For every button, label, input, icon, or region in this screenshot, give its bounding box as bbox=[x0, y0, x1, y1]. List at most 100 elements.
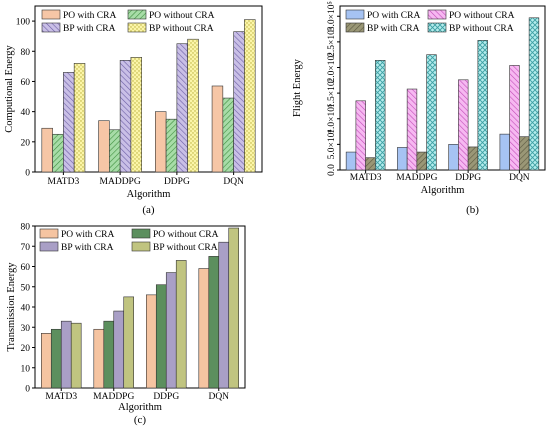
y-tick-label: 0 bbox=[25, 169, 30, 179]
bar bbox=[222, 97, 234, 173]
y-tick-label: 40 bbox=[21, 304, 31, 314]
bar bbox=[165, 118, 178, 173]
bar bbox=[228, 227, 240, 389]
legend-label: PO with CRA bbox=[367, 11, 420, 21]
bar bbox=[93, 328, 105, 389]
bar bbox=[98, 120, 110, 173]
bar bbox=[165, 272, 177, 389]
bar bbox=[130, 57, 142, 173]
legend-swatch bbox=[345, 22, 365, 33]
plot-frame bbox=[34, 5, 263, 173]
bar bbox=[70, 322, 82, 389]
y-tick-label: 70 bbox=[21, 243, 31, 253]
x-tick-label: DDPG bbox=[153, 392, 179, 402]
x-tick-label: DDPG bbox=[164, 177, 190, 187]
y-axis-label: Transmission Energy bbox=[6, 262, 17, 352]
legend-label: BP without CRA bbox=[149, 24, 214, 34]
bar bbox=[63, 72, 75, 173]
bar bbox=[73, 63, 86, 173]
y-tick-label: 20 bbox=[21, 344, 31, 354]
x-axis-label: Algorithm bbox=[421, 185, 465, 196]
bar bbox=[426, 54, 437, 171]
chart-panel-2: 0 10 20 30 40 50 60 70 80 MATD3 MADDPG DDPG DQN Algor… bbox=[6, 223, 246, 426]
legend-label: BP with CRA bbox=[367, 24, 420, 34]
bar bbox=[244, 19, 256, 173]
bar bbox=[365, 157, 376, 171]
bar bbox=[187, 38, 199, 173]
y-tick-label: 60 bbox=[21, 263, 31, 273]
legend-swatch bbox=[345, 9, 365, 20]
bar bbox=[519, 136, 530, 171]
bar bbox=[218, 241, 230, 389]
legend-label: PO with CRA bbox=[63, 11, 116, 21]
bar bbox=[113, 310, 125, 389]
legend-label: PO with CRA bbox=[61, 230, 114, 240]
y-tick-label: 40 bbox=[21, 108, 31, 118]
y-tick-label: 20 bbox=[21, 138, 31, 148]
y-tick-label: 1.0×10⁵ bbox=[327, 104, 337, 134]
plot-frame bbox=[339, 5, 546, 171]
x-tick-label: MADDPG bbox=[100, 177, 141, 187]
bar bbox=[528, 17, 540, 171]
y-tick-label: 2.5×10⁵ bbox=[327, 27, 337, 57]
y-tick-label: 100 bbox=[16, 18, 31, 28]
bar bbox=[416, 151, 427, 171]
legend-label: BP without CRA bbox=[153, 243, 218, 253]
panel-label: (a) bbox=[142, 204, 155, 216]
legend-label: BP with CRA bbox=[63, 24, 116, 34]
x-tick-label: MATD3 bbox=[350, 173, 382, 183]
x-tick-label: MADDPG bbox=[93, 392, 134, 402]
bar bbox=[175, 260, 187, 389]
x-tick-label: MADDPG bbox=[396, 173, 437, 183]
bar bbox=[52, 133, 64, 173]
bar bbox=[176, 43, 188, 173]
bar bbox=[103, 320, 115, 389]
bar bbox=[355, 100, 366, 171]
legend-swatch bbox=[39, 228, 59, 239]
bar bbox=[375, 60, 386, 171]
bar bbox=[477, 40, 488, 171]
x-tick-label: DQN bbox=[223, 177, 244, 187]
legend-swatch bbox=[41, 22, 61, 33]
bar bbox=[198, 268, 210, 389]
legend-swatch bbox=[427, 22, 447, 33]
chart-panel-1: 0.0 5.0×10⁴1.0×10⁵1.5×10⁵2.0×10⁵2.5×10⁵3.… bbox=[292, 1, 546, 216]
bar bbox=[119, 60, 132, 173]
bar bbox=[397, 147, 408, 171]
bar bbox=[499, 133, 510, 171]
legend-label: PO without CRA bbox=[149, 11, 215, 21]
bar bbox=[155, 111, 167, 173]
bar bbox=[509, 65, 520, 171]
y-tick-label: 2.0×10⁵ bbox=[327, 52, 337, 82]
legend-swatch bbox=[131, 228, 151, 239]
legend-label: PO without CRA bbox=[153, 230, 219, 240]
legend-label: PO without CRA bbox=[449, 11, 515, 21]
y-tick-label: 3.0×10⁵ bbox=[327, 1, 337, 31]
legend-label: BP with CRA bbox=[61, 243, 114, 253]
y-tick-label: 0 bbox=[25, 385, 30, 395]
x-tick-label: MATD3 bbox=[48, 177, 80, 187]
legend-swatch bbox=[41, 9, 61, 20]
y-tick-label: 80 bbox=[21, 48, 31, 58]
bar bbox=[345, 151, 357, 171]
legend-label: BP without CRA bbox=[449, 24, 514, 34]
x-tick-label: MATD3 bbox=[45, 392, 77, 402]
bar bbox=[50, 328, 62, 389]
y-tick-label: 5.0×10⁴ bbox=[327, 129, 337, 160]
x-axis-label: Algorithm bbox=[127, 189, 171, 200]
y-tick-label: 10 bbox=[21, 364, 31, 374]
legend-swatch bbox=[127, 9, 147, 20]
legend-swatch bbox=[127, 22, 147, 33]
bar bbox=[146, 294, 157, 389]
bar bbox=[60, 320, 72, 389]
y-tick-label: 0.0 bbox=[327, 164, 337, 176]
legend-swatch bbox=[131, 241, 151, 252]
bar bbox=[233, 31, 245, 173]
y-tick-label: 50 bbox=[21, 283, 31, 293]
panel-label: (c) bbox=[134, 414, 147, 426]
bar bbox=[458, 79, 469, 171]
bar bbox=[211, 85, 224, 173]
x-axis-label: Algorithm bbox=[118, 402, 162, 413]
y-tick-label: 60 bbox=[21, 78, 31, 88]
